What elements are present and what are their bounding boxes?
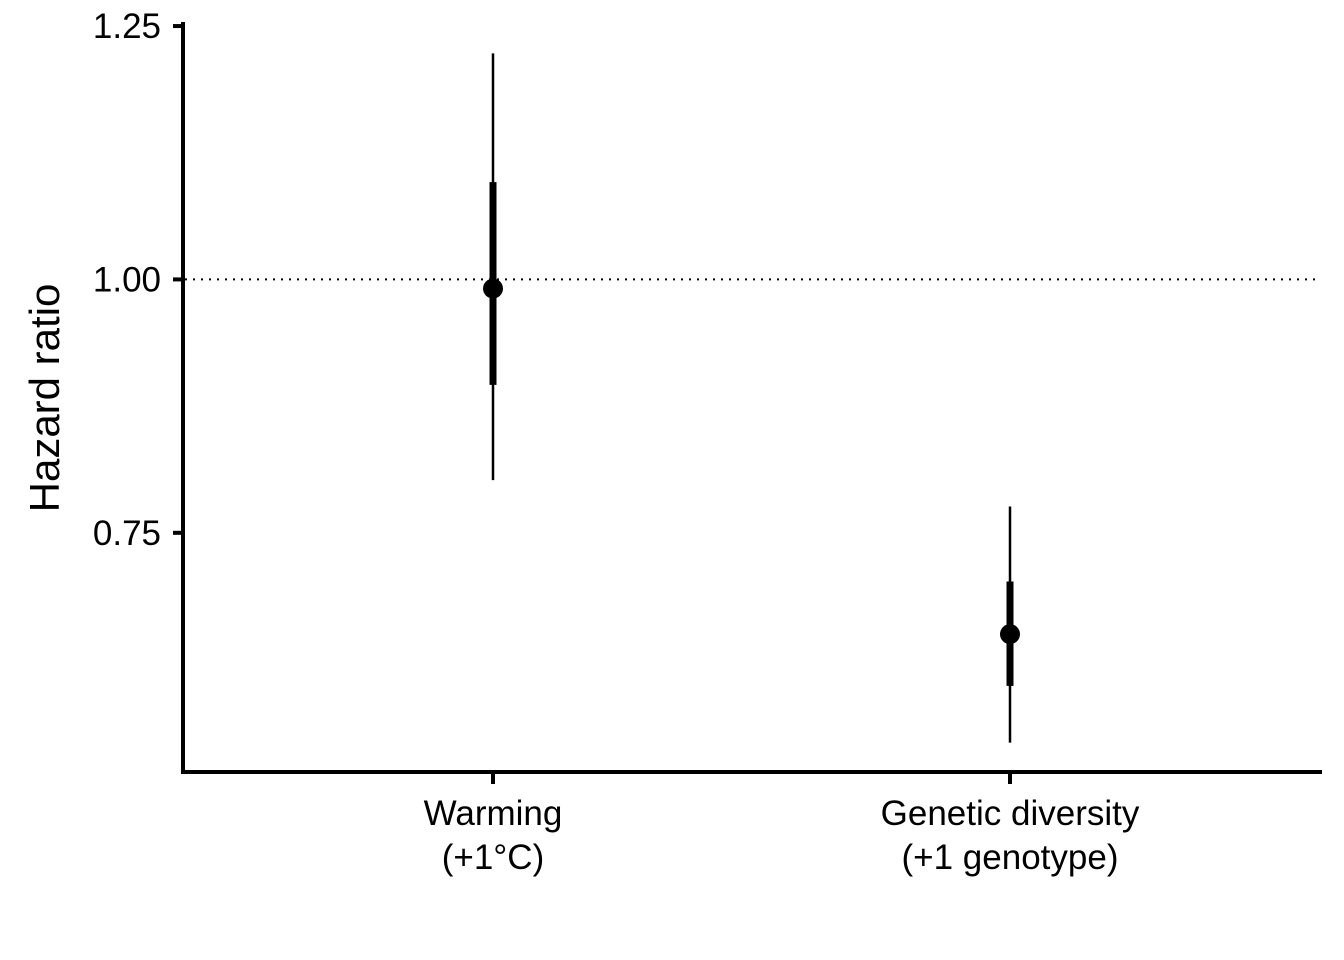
point-estimate xyxy=(483,278,503,299)
x-tick-label-line: Warming xyxy=(424,794,563,833)
y-tick-label: 1.00 xyxy=(93,260,161,299)
y-axis-title: Hazard ratio xyxy=(21,284,68,513)
y-tick-label: 0.75 xyxy=(93,514,161,553)
x-tick-label: Warming (+1°C) xyxy=(424,794,563,877)
y-tick-label: 1.25 xyxy=(93,7,161,46)
x-tick-label-line: (+1 genotype) xyxy=(902,838,1119,877)
x-tick-label-line: (+1°C) xyxy=(442,838,545,877)
point-estimate xyxy=(1000,624,1020,645)
axes: 0.75 1.00 1.25 Warming (+1°C) Genetic diversi… xyxy=(93,7,1322,877)
x-tick-label-line: Genetic diversity xyxy=(881,794,1140,833)
x-tick-label: Genetic diversity (+1 genotype) xyxy=(881,794,1140,877)
plot-area xyxy=(185,53,1316,743)
